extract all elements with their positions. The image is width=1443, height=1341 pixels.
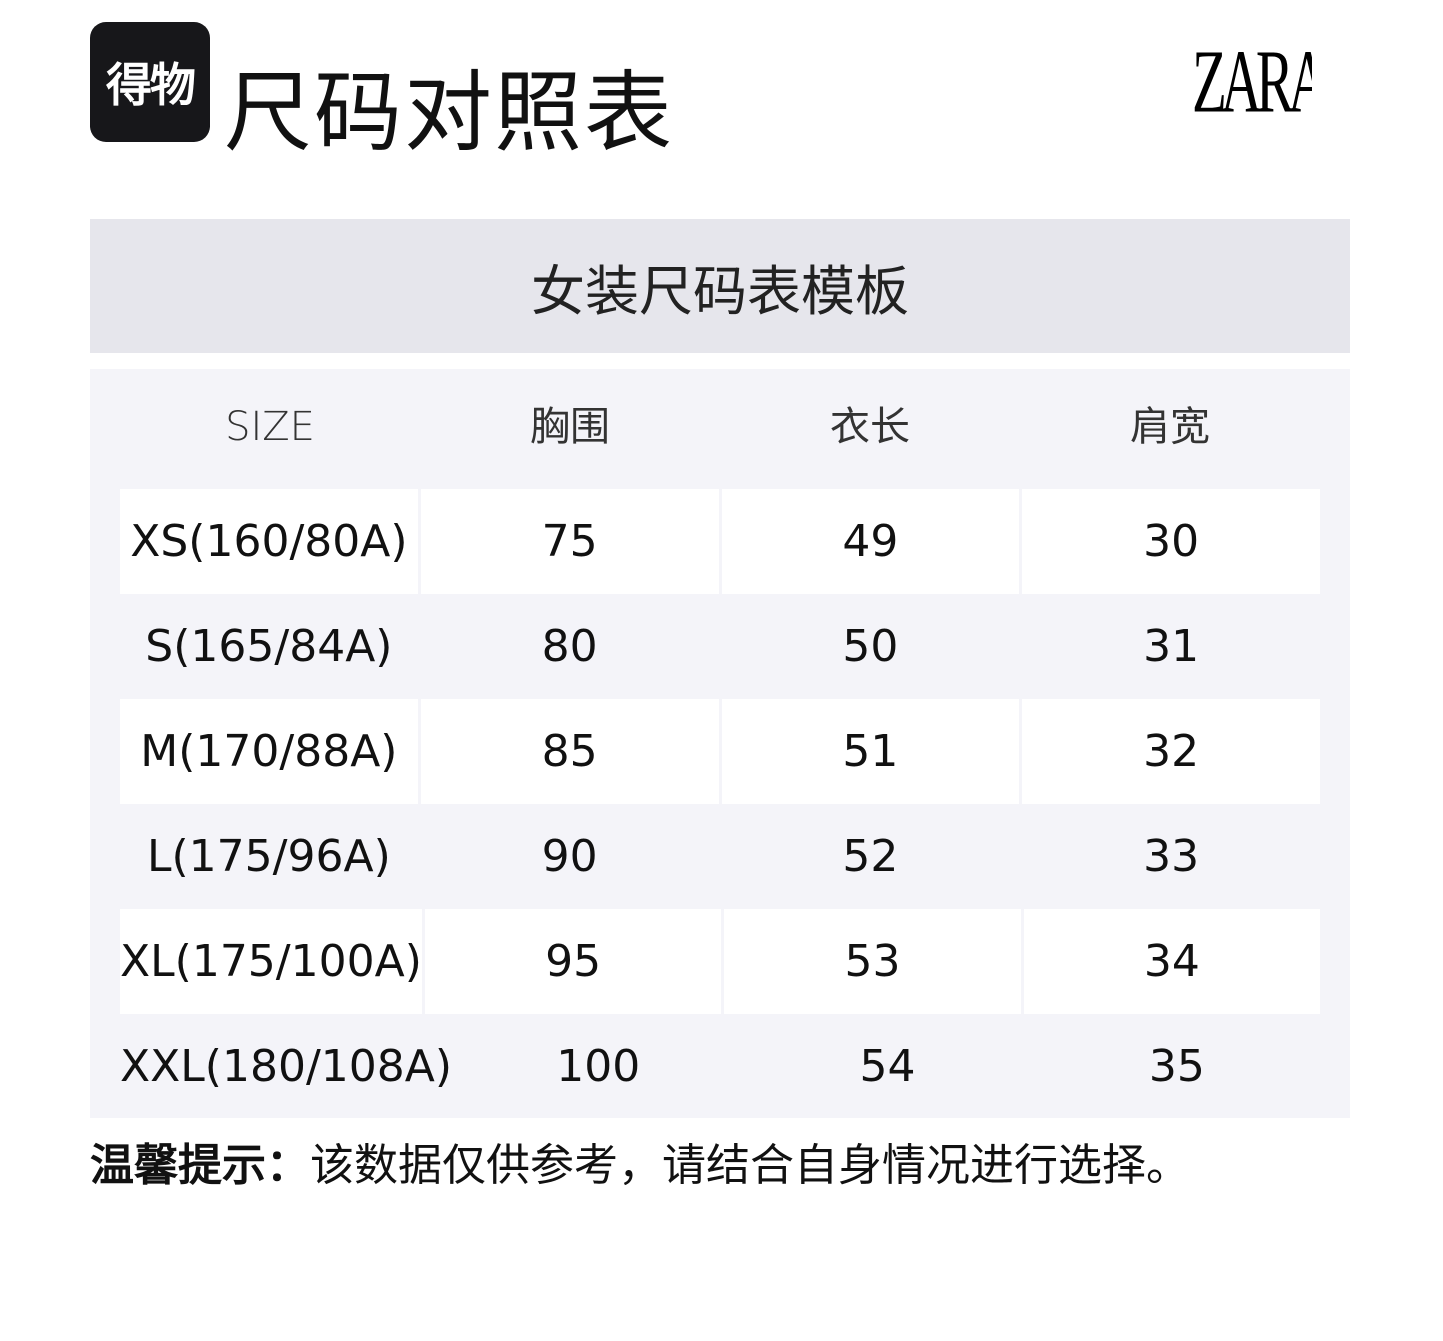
- table-cell: L(175/96A): [147, 831, 391, 882]
- table-row: S(165/84A) 80 50 31: [120, 594, 1320, 699]
- size-table: SIZE 胸围 衣长 肩宽 XS(160/80A) 75 49 30 S(165/84A…: [90, 369, 1350, 1118]
- table-row: L(175/96A) 90 52 33: [120, 804, 1320, 909]
- table-cell: XL(175/100A): [120, 909, 422, 1014]
- table-cell: S(165/84A): [145, 621, 393, 672]
- table-cell: 100: [556, 1041, 641, 1092]
- table-cell: 30: [1022, 489, 1320, 594]
- table-row: XS(160/80A) 75 49 30: [120, 489, 1320, 594]
- column-header: 衣长: [830, 404, 910, 450]
- footer-note: 温馨提示：该数据仅供参考，请结合自身情况进行选择。: [90, 1136, 1190, 1196]
- table-cell: 33: [1143, 831, 1200, 882]
- table-cell: 95: [424, 909, 722, 1014]
- table-cell: 85: [420, 699, 719, 804]
- note-text: 该数据仅供参考，请结合自身情况进行选择。: [310, 1140, 1190, 1191]
- table-cell: 50: [842, 621, 899, 672]
- table-row: M(170/88A) 85 51 32: [120, 699, 1320, 804]
- table-cell: 75: [420, 489, 719, 594]
- table-cell: 51: [721, 699, 1020, 804]
- column-header: SIZE: [225, 404, 315, 450]
- table-row: XL(175/100A) 95 53 34: [120, 909, 1321, 1014]
- column-header: 胸围: [530, 404, 610, 450]
- table-cell: 52: [842, 831, 899, 882]
- dewu-logo-text: 得物: [106, 58, 196, 112]
- table-cell: 35: [1148, 1041, 1205, 1092]
- table-cell: 49: [721, 489, 1020, 594]
- note-label: 温馨提示：: [90, 1140, 310, 1191]
- dewu-logo: 得物: [90, 22, 210, 142]
- table-cell: XS(160/80A): [120, 489, 418, 594]
- table-header: SIZE 胸围 衣长 肩宽: [120, 369, 1320, 489]
- table-cell: 53: [724, 909, 1021, 1014]
- table-cell: 80: [541, 621, 598, 672]
- table-cell: 34: [1023, 909, 1321, 1014]
- table-cell: M(170/88A): [120, 699, 418, 804]
- table-cell: 32: [1022, 699, 1320, 804]
- table-banner-title: 女装尺码表模板: [90, 219, 1350, 353]
- zara-logo-text: ZARA: [1192, 38, 1312, 130]
- table-cell: XXL(180/108A): [120, 1041, 453, 1092]
- table-cell: 54: [859, 1041, 916, 1092]
- table-row: XXL(180/108A) 100 54 35: [120, 1014, 1320, 1119]
- table-cell: 31: [1143, 621, 1200, 672]
- table-cell: 90: [541, 831, 598, 882]
- column-header: 肩宽: [1130, 404, 1210, 450]
- zara-logo: ZARA: [1192, 38, 1312, 130]
- page-title: 尺码对照表: [224, 61, 675, 164]
